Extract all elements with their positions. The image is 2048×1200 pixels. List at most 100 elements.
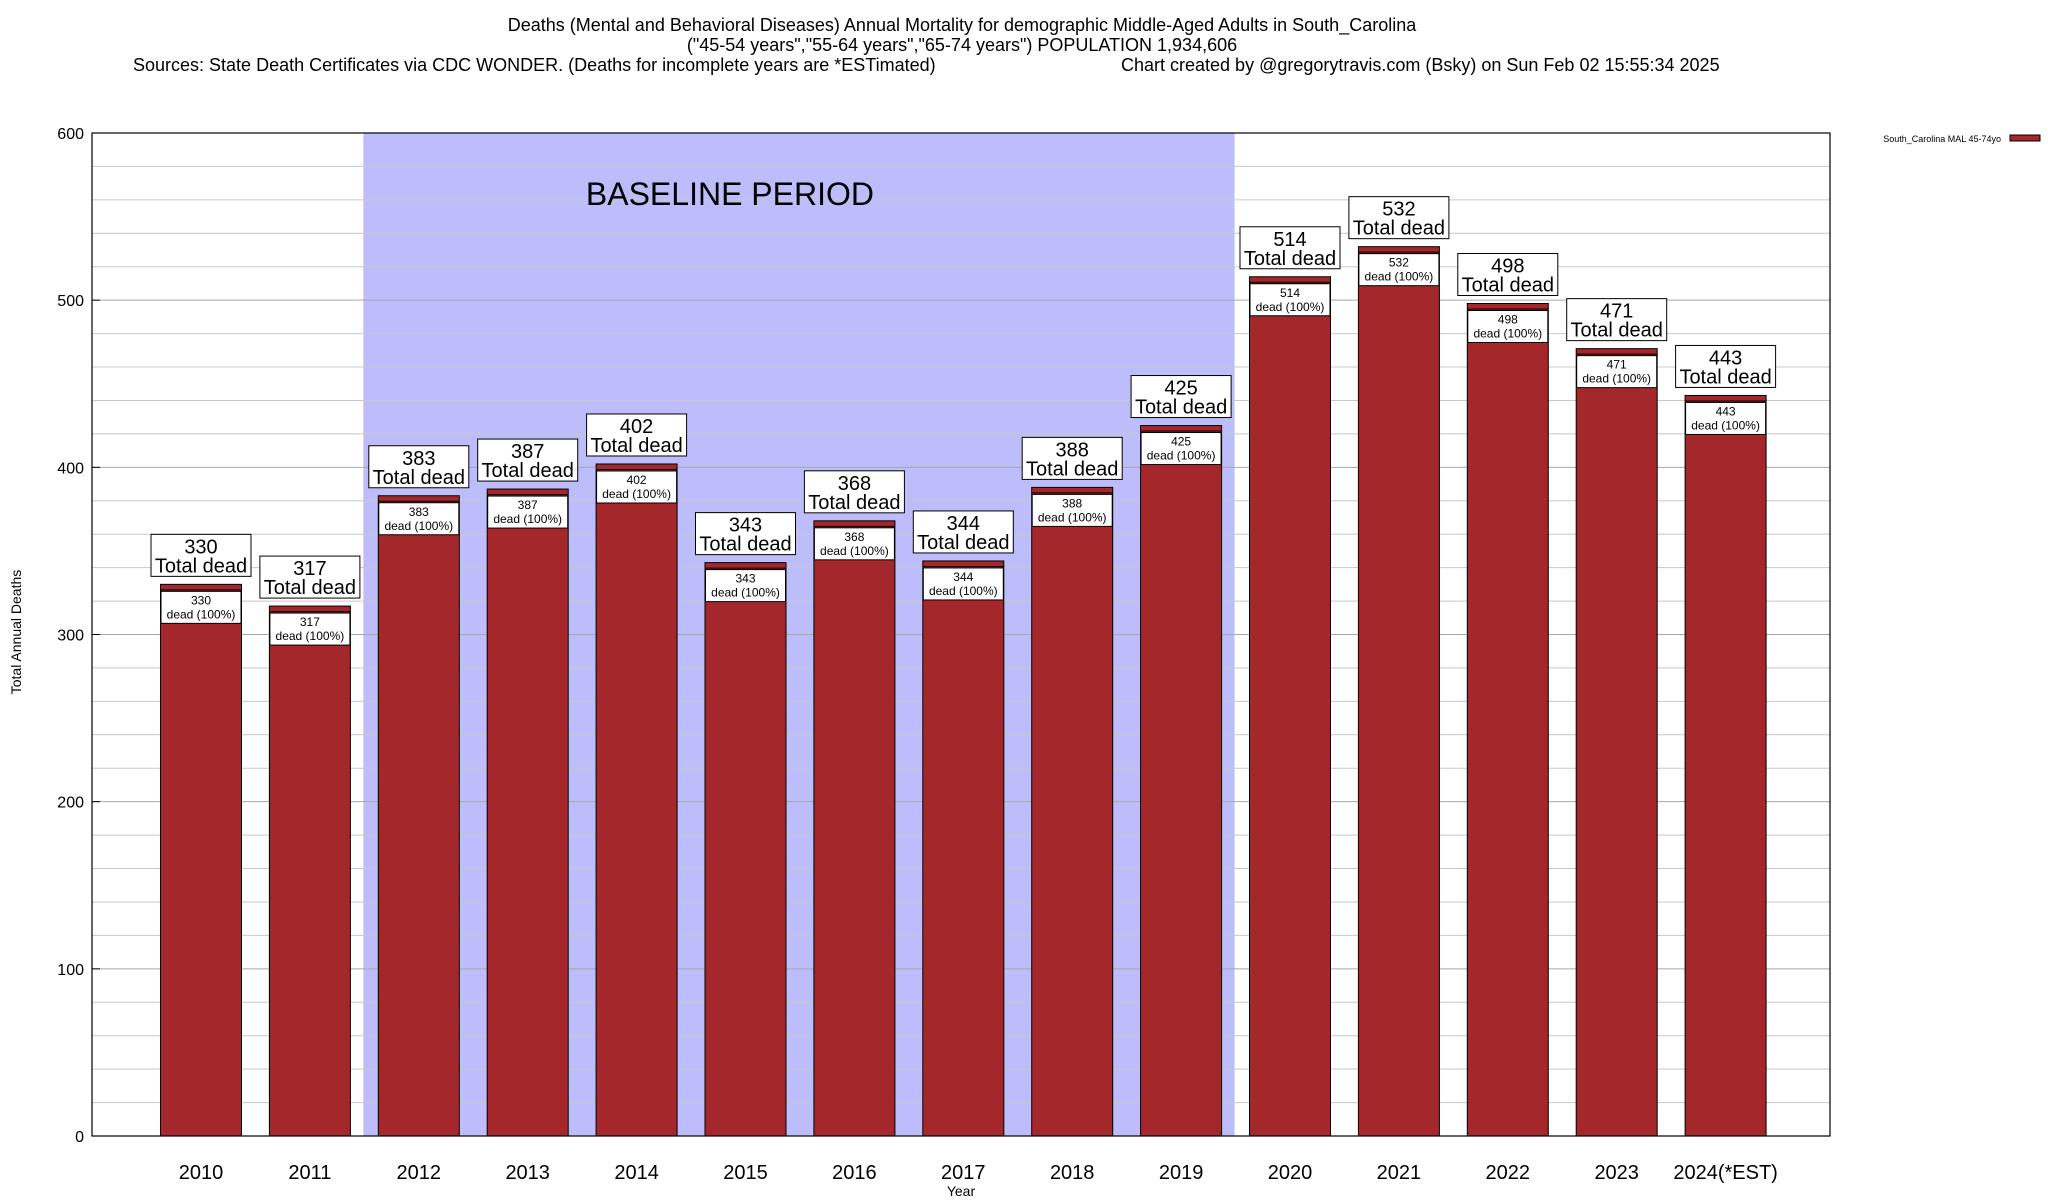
bar-inner-pct-label: dead (100%) xyxy=(493,512,562,526)
bar-inner-pct-label: dead (100%) xyxy=(1691,418,1760,432)
bar-inner-pct-label: dead (100%) xyxy=(1365,270,1434,284)
x-tick-label-2020: 2020 xyxy=(1268,1162,1313,1184)
bar-inner-pct-label: dead (100%) xyxy=(167,607,236,621)
bar-inner-value-label: 344 xyxy=(953,570,973,584)
bar-inner-label-box xyxy=(1031,493,1113,527)
bar-total-value-label: 443 xyxy=(1709,347,1742,369)
x-tick-label-2010: 2010 xyxy=(179,1162,224,1184)
bar-total-label-box xyxy=(695,512,796,556)
bar-total-value-label: 532 xyxy=(1382,199,1415,221)
bar-inner-value-label: 343 xyxy=(735,572,755,586)
bar-2016 xyxy=(813,520,896,1137)
bar-inner-value-label: 388 xyxy=(1062,496,1082,510)
bar-inner-pct-label: dead (100%) xyxy=(1582,372,1651,386)
bar-2013 xyxy=(486,488,569,1137)
bar-inner-pct-label: dead (100%) xyxy=(1147,449,1216,463)
x-tick-label-2014: 2014 xyxy=(614,1162,659,1184)
y-tick-label: 0 xyxy=(75,1129,84,1146)
bar-inner-pct-label: dead (100%) xyxy=(820,544,889,558)
bar-inner-value-label: 514 xyxy=(1280,286,1300,300)
bar-total-text-label: Total dead xyxy=(1353,218,1445,240)
bar-inner-label-box xyxy=(705,569,786,603)
bar-total-text-label: Total dead xyxy=(1135,397,1227,419)
bar-inner-value-label: 402 xyxy=(627,473,647,487)
bar-total-label-box xyxy=(586,413,688,457)
bar-inner-label-box xyxy=(1467,310,1549,344)
legend-swatch xyxy=(2009,134,2041,142)
bar-total-value-label: 388 xyxy=(1056,439,1089,461)
bar-total-label-box xyxy=(803,470,905,514)
x-tick-label-2011: 2011 xyxy=(288,1162,331,1184)
chart-title-line-1: Deaths (Mental and Behavioral Diseases) … xyxy=(508,15,1417,36)
bar-total-value-label: 383 xyxy=(402,448,435,470)
legend-label: South_Carolina MAL 45-74yo xyxy=(1883,134,2001,144)
bar-inner-label-box xyxy=(1685,401,1767,435)
bar-2024(*EST) xyxy=(1684,394,1767,1137)
bar-total-text-label: Total dead xyxy=(482,460,574,482)
x-tick-label-2021: 2021 xyxy=(1377,1162,1422,1184)
bar-inner-value-label: 330 xyxy=(191,593,211,607)
y-axis-label: Total Annual Deaths xyxy=(8,570,24,695)
bar-total-label-box xyxy=(1130,375,1232,419)
chart-title-line-2: ("45-54 years","55-64 years","65-74 year… xyxy=(687,35,1237,55)
bar-total-text-label: Total dead xyxy=(808,492,900,514)
bar-2011 xyxy=(268,605,351,1137)
bar-total-value-label: 498 xyxy=(1491,256,1524,278)
bar-total-value-label: 317 xyxy=(293,558,326,580)
bar-2022 xyxy=(1466,303,1549,1137)
bar-total-value-label: 344 xyxy=(947,513,980,535)
bar-total-label-box xyxy=(1566,298,1668,342)
legend: South_Carolina MAL 45-74yo xyxy=(1883,134,2041,144)
bar-2020 xyxy=(1249,276,1331,1137)
x-tick-label-2013: 2013 xyxy=(505,1162,550,1184)
bar-inner-value-label: 425 xyxy=(1171,435,1191,449)
bar-total-text-label: Total dead xyxy=(155,555,247,577)
bar-total-value-label: 514 xyxy=(1273,229,1306,251)
bar-total-text-label: Total dead xyxy=(1679,366,1771,388)
bar-inner-label-box xyxy=(378,502,460,536)
bar-2021 xyxy=(1357,246,1440,1137)
x-axis-label: Year xyxy=(947,1183,976,1199)
bar-total-label-box xyxy=(1457,253,1559,297)
bar-inner-label-box xyxy=(487,495,569,529)
bar-inner-value-label: 471 xyxy=(1607,358,1627,372)
bar-total-value-label: 387 xyxy=(511,441,544,463)
bar-total-text-label: Total dead xyxy=(1571,320,1663,342)
x-tick-label-2017: 2017 xyxy=(941,1162,986,1184)
bar-inner-label-box xyxy=(269,612,351,646)
bar-inner-pct-label: dead (100%) xyxy=(929,584,998,598)
chart-credit: Chart created by @gregorytravis.com (Bsk… xyxy=(1121,55,1720,75)
y-tick-label: 400 xyxy=(57,460,84,477)
bar-total-text-label: Total dead xyxy=(590,435,682,457)
bar-2012 xyxy=(377,495,460,1137)
x-tick-label-2019: 2019 xyxy=(1159,1162,1204,1184)
y-tick-label: 200 xyxy=(57,795,84,812)
bar-inner-pct-label: dead (100%) xyxy=(276,629,345,643)
bar-inner-value-label: 443 xyxy=(1716,404,1736,418)
bar-inner-label-box xyxy=(1140,432,1222,466)
bar-inner-value-label: 383 xyxy=(409,505,429,519)
bar-total-label-box xyxy=(1239,226,1341,270)
bar-inner-label-box xyxy=(922,567,1004,601)
baseline-period-label: BASELINE PERIOD xyxy=(586,176,874,212)
bar-inner-pct-label: dead (100%) xyxy=(1038,510,1107,524)
x-tick-label-2022: 2022 xyxy=(1486,1162,1531,1184)
bar-inner-pct-label: dead (100%) xyxy=(602,487,671,501)
bar-2015 xyxy=(704,562,787,1137)
bar-total-value-label: 368 xyxy=(838,473,871,495)
bar-inner-pct-label: dead (100%) xyxy=(711,586,780,600)
bar-inner-label-box xyxy=(160,590,242,624)
bar-total-text-label: Total dead xyxy=(1026,458,1118,480)
bar-total-label-box xyxy=(1021,436,1123,480)
bar-total-text-label: Total dead xyxy=(373,467,465,489)
bar-total-label-box xyxy=(259,555,361,599)
bar-inner-label-box xyxy=(596,470,678,504)
bar-total-label-box xyxy=(368,445,470,489)
x-tick-label-2016: 2016 xyxy=(832,1162,877,1184)
bar-total-value-label: 343 xyxy=(729,515,762,537)
bar-total-label-box xyxy=(912,510,1014,554)
bar-total-value-label: 471 xyxy=(1600,301,1633,323)
